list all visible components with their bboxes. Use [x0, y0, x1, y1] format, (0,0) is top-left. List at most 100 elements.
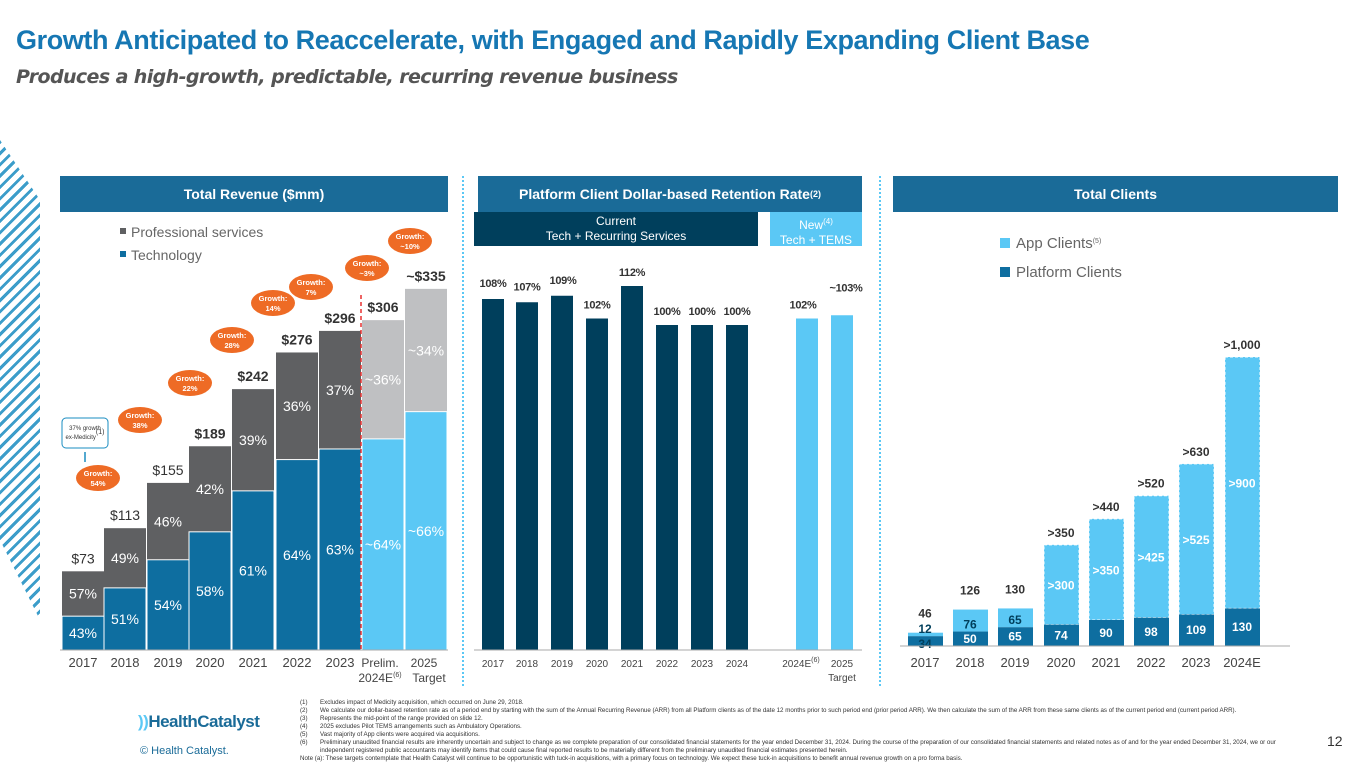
- charts: 43% 57% $73 2017 51% 49% $113 2018 54% 46% $155 201…: [60, 224, 1290, 685]
- growth-bubble: [168, 370, 212, 396]
- bar-platform-clients: [953, 631, 988, 646]
- bar-retention: [796, 318, 818, 650]
- label-platform: 74: [1054, 628, 1068, 642]
- bar-app-clients: [1088, 518, 1125, 621]
- annotation-text: 37% growth: [69, 426, 101, 432]
- label-retention: 100%: [724, 306, 751, 318]
- bar-platform-clients: [908, 636, 943, 646]
- divider: [462, 176, 464, 686]
- x-tick: 2020: [586, 659, 609, 670]
- label-platform: 90: [1099, 626, 1113, 640]
- footnote: (6) Preliminary unaudited financial resul…: [300, 739, 1305, 755]
- x-tick: 2017: [911, 655, 940, 670]
- label-total: $296: [324, 310, 355, 326]
- bar-platform-clients: [1179, 614, 1214, 646]
- growth-prefix: Growth:: [176, 374, 205, 383]
- growth-prefix: Growth:: [84, 469, 113, 478]
- x-tick: 2023: [1182, 655, 1211, 670]
- x-tick: 2024E(6): [782, 657, 819, 670]
- label-retention: ~103%: [829, 282, 863, 294]
- growth-label: 28%: [224, 341, 239, 350]
- x-tick: Target: [412, 671, 446, 685]
- bar-retention: [831, 315, 853, 650]
- bar-technology: [146, 559, 190, 651]
- bar-professional: [405, 288, 447, 412]
- label-platform: 50: [963, 632, 977, 646]
- growth-bubble: [76, 465, 120, 491]
- decorative-stripes: [0, 140, 40, 620]
- divider: [879, 176, 881, 686]
- label-platform: 34: [918, 637, 932, 651]
- growth-prefix: Growth:: [126, 411, 155, 420]
- label-retention: 102%: [790, 300, 817, 312]
- label-platform: 98: [1144, 625, 1158, 639]
- label-total: 126: [960, 584, 980, 598]
- label-app: >300: [1047, 579, 1074, 593]
- footnote-text: Preliminary unaudited financial results …: [320, 739, 1276, 754]
- growth-prefix: Growth:: [259, 294, 288, 303]
- bar-retention: [656, 325, 678, 650]
- x-tick: 2024E: [1223, 655, 1261, 670]
- x-tick: 2018: [516, 659, 539, 670]
- x-tick: 2018: [111, 655, 140, 670]
- legend-app: App Clients(5): [1016, 235, 1101, 252]
- growth-bubble: [345, 255, 389, 281]
- new-group-label: New(4) Tech + TEMS: [770, 212, 862, 247]
- footnote-text: Represents the mid-point of the range pr…: [320, 715, 483, 722]
- label-retention: 107%: [514, 281, 541, 293]
- x-tick: 2023: [326, 655, 355, 670]
- bar-professional: [104, 528, 146, 588]
- x-tick: Prelim.: [361, 656, 398, 670]
- x-tick: 2025: [411, 656, 438, 670]
- label-app: >900: [1228, 477, 1255, 491]
- label-total: 46: [918, 607, 932, 621]
- label-technology: ~64%: [365, 536, 401, 552]
- legend-platform: Platform Clients: [1016, 264, 1122, 281]
- growth-prefix: Growth:: [218, 331, 247, 340]
- label-professional: 36%: [283, 398, 311, 414]
- bar-technology: [61, 615, 105, 651]
- x-tick: 2023: [691, 659, 714, 670]
- label-professional: 42%: [196, 481, 224, 497]
- x-tick: 2021: [621, 659, 644, 670]
- footnote-number: (6): [300, 739, 308, 746]
- label-total: >440: [1092, 500, 1119, 514]
- footnote-number: (5): [300, 731, 308, 738]
- growth-prefix: Growth:: [297, 278, 326, 287]
- label-app: >350: [1092, 563, 1119, 577]
- label-technology: 51%: [111, 611, 139, 627]
- growth-bubble: [210, 327, 254, 353]
- x-tick: 2019: [1001, 655, 1030, 670]
- label-total: >520: [1137, 477, 1164, 491]
- growth-bubble: [251, 290, 295, 316]
- x-tick: 2020: [1047, 655, 1076, 670]
- annotation-text: ex-Medicity(1): [66, 429, 105, 441]
- x-tick: 2024: [726, 659, 749, 670]
- label-professional: 39%: [239, 432, 267, 448]
- bar-app-clients: [1133, 495, 1170, 619]
- bar-app-clients: [1224, 356, 1261, 609]
- bar-retention: [551, 295, 573, 650]
- label-technology: 63%: [326, 541, 354, 557]
- bar-technology: [318, 448, 362, 651]
- footnote-number: (3): [300, 715, 308, 722]
- footnote: (4) 2025 excludes Pilot TEMS arrangements…: [300, 723, 1305, 731]
- growth-label: 38%: [132, 421, 147, 430]
- footnote-text: 2025 excludes Pilot TEMS arrangements su…: [320, 723, 522, 730]
- label-app: 12: [918, 622, 932, 636]
- footnote-number: (4): [300, 723, 308, 730]
- label-retention: 108%: [480, 278, 507, 290]
- footnote-ref: (2): [809, 189, 821, 199]
- bar-platform-clients: [998, 627, 1033, 646]
- revenue-header-label: Total Revenue ($mm): [183, 186, 325, 202]
- growth-label: 22%: [182, 384, 197, 393]
- bar-technology: [404, 411, 448, 651]
- page-subtitle: Produces a high-growth, predictable, rec…: [16, 66, 678, 88]
- bar-retention: [621, 286, 643, 650]
- label-app: 65: [1008, 613, 1022, 627]
- bar-professional: [276, 352, 318, 460]
- bar-technology: [275, 459, 319, 651]
- footnote: (2) We calculate our dollar-based retenti…: [300, 707, 1305, 715]
- note: Note (a): These targets contemplate that…: [300, 755, 963, 762]
- x-tick: 2024E(6): [358, 671, 401, 685]
